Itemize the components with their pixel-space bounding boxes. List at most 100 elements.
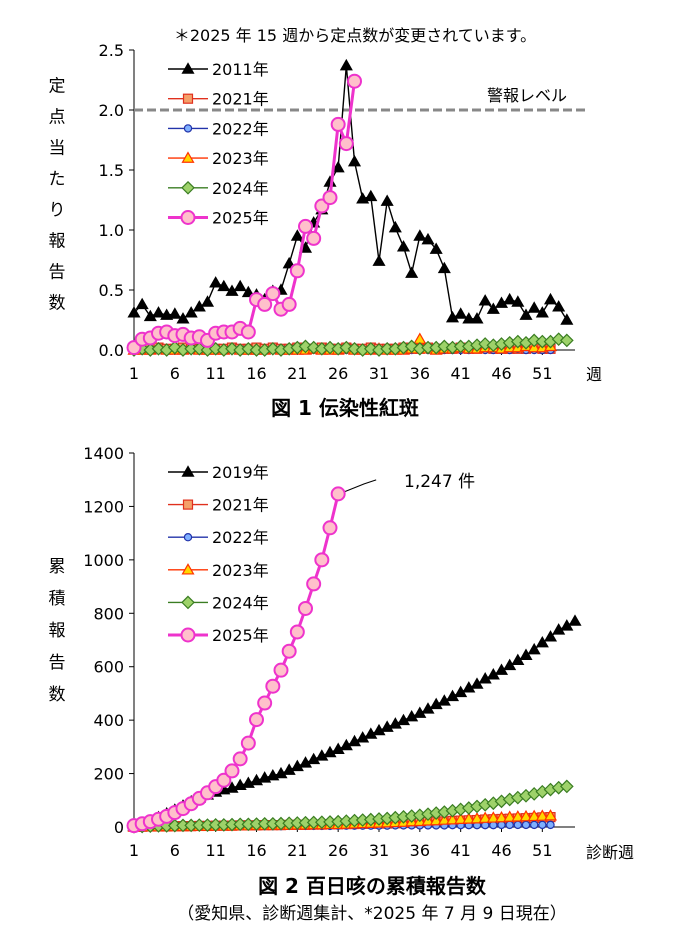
series-2024-point (527, 333, 542, 348)
series-2011-point (470, 312, 484, 324)
x-tick-label: 36 (410, 364, 430, 383)
y-axis-label-char: 点 (49, 108, 66, 128)
series-2025-point (338, 136, 354, 152)
series-2019-point (535, 635, 549, 648)
series-2024-point (225, 341, 239, 356)
series-2024-point (241, 341, 256, 356)
series-2011-point (421, 232, 435, 245)
series-2011-point (380, 194, 394, 206)
series-2023-point (486, 811, 500, 823)
x-tick-label: 46 (491, 841, 511, 860)
series-2025-point (265, 678, 281, 694)
series-2023-point (462, 812, 476, 824)
series-2011-point (437, 261, 451, 274)
series-2022-point (521, 820, 531, 830)
series-2019-point (380, 720, 394, 732)
x-tick-label: 16 (246, 364, 266, 383)
x-tick-label: 11 (205, 841, 225, 860)
series-2011-point (405, 266, 419, 278)
series-2025-point (216, 772, 232, 788)
x-tick-label: 26 (328, 364, 348, 383)
chart2-y-axis-label: 累積報告数 (49, 557, 66, 705)
y-tick-label: 200 (93, 765, 124, 784)
y-axis-label-char: 定 (49, 77, 66, 97)
x-tick-label: 1 (129, 364, 139, 383)
series-2024-point (559, 779, 574, 794)
x-tick-label: 1 (129, 841, 139, 860)
chart2-x-unit: 診断週 (586, 843, 634, 862)
chart2-caption: 図 2 百日咳の累積報告数 (258, 874, 487, 898)
series-2023-point (445, 813, 460, 825)
series-2011-point (462, 312, 476, 324)
legend-label: 2011年 (212, 60, 269, 79)
series-2011-point (372, 254, 386, 266)
legend-swatch-marker (182, 93, 194, 104)
series-2025-point (322, 190, 338, 206)
x-tick-label: 41 (450, 841, 470, 860)
series-2011-point (388, 220, 402, 233)
x-tick-label: 51 (532, 364, 552, 383)
series-2011-point (168, 307, 182, 319)
legend-swatch-marker (181, 62, 195, 74)
chart1-alert-label: 警報レベル (487, 86, 567, 105)
y-tick-label: 1.5 (99, 161, 124, 180)
series-2011-point (503, 292, 517, 305)
series-2011-point (347, 154, 362, 167)
series-2023-point (437, 813, 451, 825)
x-tick-label: 31 (369, 364, 389, 383)
series-2024-point (478, 337, 493, 351)
series-2025-point (224, 763, 240, 779)
chart1-x-unit: 週 (586, 365, 602, 384)
chart1-note: ＊2025 年 15 週から定点数が変更されています。 (174, 26, 536, 45)
series-2023-point (494, 810, 509, 823)
legend-label: 2025年 (212, 209, 269, 228)
series-2011-point (217, 279, 231, 292)
series-2024-point (437, 339, 452, 354)
series-2011-point (200, 295, 215, 307)
x-tick-label: 16 (246, 841, 266, 860)
series-2011-point (151, 306, 166, 318)
series-2024-point (347, 341, 362, 356)
x-tick-label: 11 (205, 364, 225, 383)
x-tick-label: 46 (491, 364, 511, 383)
series-2023-point (413, 332, 427, 344)
series-2025-point (306, 576, 322, 592)
legend-label: 2022年 (212, 119, 269, 138)
series-2023-point (519, 809, 533, 822)
y-axis-label-char: た (49, 170, 66, 190)
legend-swatch-marker (181, 151, 195, 163)
series-2022-point (513, 820, 523, 830)
series-2011-point (478, 294, 492, 306)
series-2019-point (519, 648, 533, 660)
series-2019-point (543, 630, 558, 642)
chart2-subcaption: （愛知県、診断週集計、*2025 年 7 月 9 日現在） (177, 904, 566, 924)
legend-label: 2021年 (212, 90, 269, 109)
y-axis-label-char: 告 (49, 653, 66, 673)
y-axis-label-char: 告 (49, 263, 66, 283)
legend-label: 2023年 (212, 561, 269, 580)
chart1-legend: 2011年 2021年 2022年 2023年 2024年 2025年 (168, 60, 269, 228)
legend-label: 2023年 (212, 149, 269, 168)
series-2025-point (273, 662, 289, 678)
x-tick-label: 6 (170, 364, 180, 383)
series-2025-point (330, 116, 346, 132)
series-2011-point (543, 292, 558, 305)
series-2011-point (486, 302, 500, 314)
y-axis-label-char: り (49, 201, 66, 221)
series-2024-point (510, 334, 525, 349)
series-2025-point (240, 324, 256, 340)
series-2025 (126, 73, 362, 356)
series-2011-point (519, 308, 533, 320)
y-tick-label: 400 (93, 711, 124, 730)
series-2023-point (503, 810, 517, 822)
series-2011-point (290, 229, 304, 241)
y-axis-label-char: 累 (49, 557, 66, 577)
series-2025-point (249, 712, 264, 728)
series-2011-point (233, 279, 247, 292)
legend-swatch-marker (180, 210, 196, 225)
series-2011-point (560, 313, 574, 325)
x-tick-label: 21 (287, 364, 307, 383)
y-tick-label: 1.0 (99, 221, 124, 240)
